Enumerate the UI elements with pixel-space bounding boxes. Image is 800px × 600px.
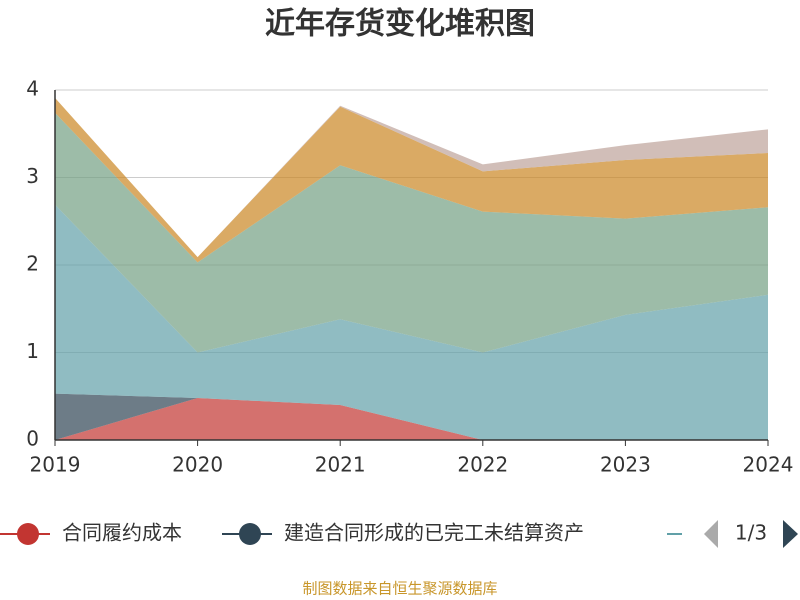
area — [55, 398, 768, 440]
legend-marker[interactable] — [239, 523, 261, 545]
y-tick-label: 0 — [26, 427, 39, 451]
x-tick-label: 2024 — [743, 453, 794, 477]
y-tick-label: 4 — [26, 77, 39, 101]
y-tick-label: 1 — [26, 339, 39, 363]
y-tick-label: 2 — [26, 252, 39, 276]
chart-title: 近年存货变化堆积图 — [265, 7, 535, 42]
legend-next[interactable] — [783, 520, 798, 548]
area — [55, 204, 768, 440]
legend-prev[interactable] — [704, 520, 718, 548]
x-tick-label: 2020 — [172, 453, 223, 477]
source-note: 制图数据来自恒生聚源数据库 — [302, 580, 497, 598]
area — [55, 393, 768, 440]
area — [55, 97, 768, 263]
x-tick-label: 2022 — [457, 453, 508, 477]
x-tick-label: 2019 — [30, 453, 81, 477]
legend-label[interactable]: 合同履约成本 — [62, 521, 182, 545]
x-tick-label: 2023 — [600, 453, 651, 477]
y-tick-label: 3 — [26, 164, 39, 188]
legend-label[interactable]: 建造合同形成的已完工未结算资产 — [284, 521, 584, 545]
legend-page: 1/3 — [735, 521, 767, 545]
area — [55, 112, 768, 353]
legend-marker[interactable] — [17, 523, 39, 545]
x-tick-label: 2021 — [315, 453, 366, 477]
